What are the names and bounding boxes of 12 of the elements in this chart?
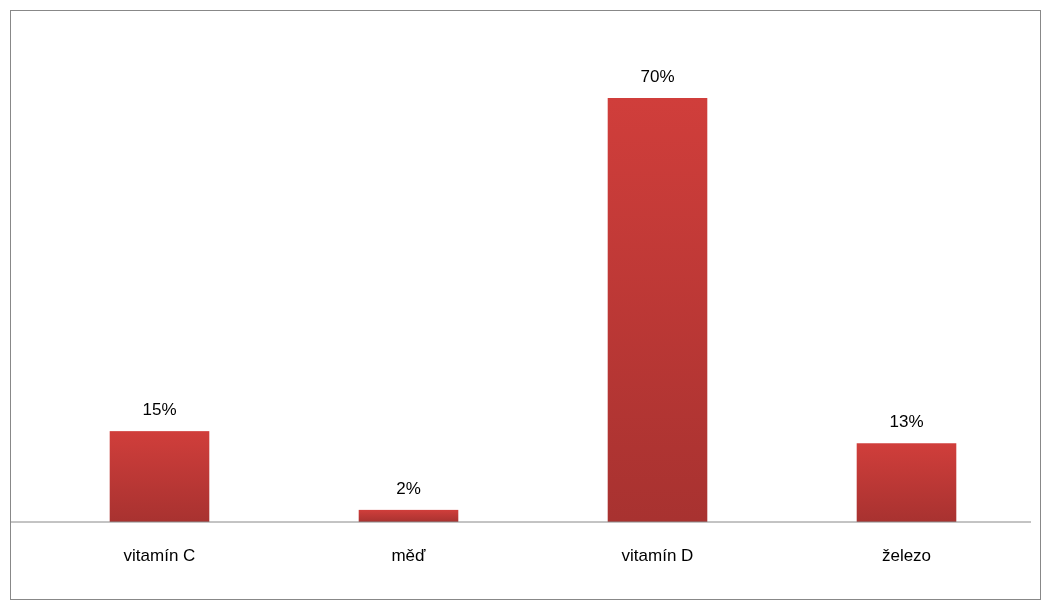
x-tick-label: vitamín D — [621, 546, 694, 565]
bar — [607, 98, 708, 522]
bar — [856, 443, 957, 522]
bar — [358, 509, 459, 522]
data-label: 15% — [142, 400, 177, 420]
data-label: 13% — [889, 412, 924, 432]
data-label: 70% — [640, 67, 675, 86]
x-tick-label: vitamín C — [123, 546, 196, 565]
x-tick-label: železo — [881, 546, 932, 565]
bar — [109, 431, 210, 522]
data-label: 2% — [396, 478, 421, 498]
x-tick-label: měď — [391, 546, 427, 565]
